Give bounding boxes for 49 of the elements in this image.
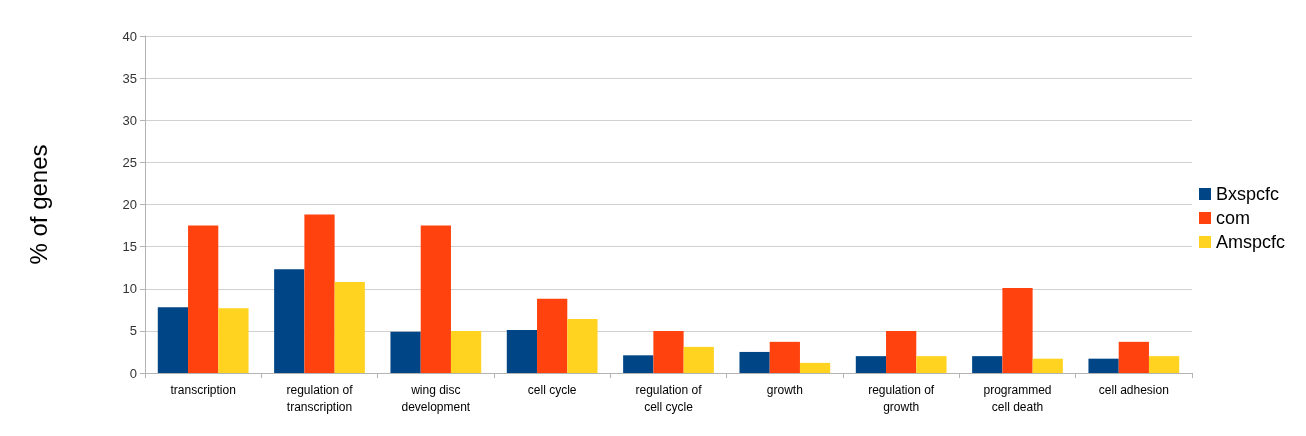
bar: [855, 356, 887, 373]
bar: [653, 330, 684, 373]
bar: [390, 331, 421, 373]
x-tick-label: regulation of cell cycle: [635, 382, 703, 414]
y-tick-label: 20: [122, 197, 137, 212]
bar: [739, 351, 770, 373]
y-tick-label: 30: [122, 112, 137, 128]
bar: [274, 269, 305, 373]
x-tick-label: wing disc development: [401, 382, 471, 414]
bar: [537, 298, 568, 373]
bar: [1118, 341, 1149, 373]
x-tick-label: cell cycle: [527, 382, 577, 397]
legend-label: Amspcfc: [1215, 232, 1285, 252]
y-tick-label: 5: [129, 323, 137, 339]
bar: [420, 225, 451, 373]
bar: [916, 356, 947, 373]
x-tick-label: growth: [766, 382, 803, 397]
y-axis-title: % of genes: [24, 144, 52, 265]
y-tick-label: 35: [122, 70, 137, 86]
bar: [972, 356, 1003, 373]
bar: [506, 330, 538, 373]
y-tick-label: 40: [122, 28, 137, 44]
bar: [683, 346, 714, 373]
bar: [157, 307, 189, 373]
bar: [1002, 287, 1033, 373]
y-tick-label: 25: [122, 154, 137, 170]
bar: [1148, 356, 1180, 373]
bar: [304, 214, 335, 373]
y-tick-label: 15: [122, 239, 137, 255]
x-tick-label: programmed cell death: [983, 382, 1052, 414]
bar: [218, 308, 249, 373]
x-tick-label: transcription: [170, 382, 236, 397]
legend-label: com: [1215, 208, 1250, 228]
bar: [799, 362, 831, 373]
bar: [1088, 358, 1119, 373]
bar: [567, 319, 598, 373]
bar: [450, 330, 482, 373]
y-tick-label: 0: [129, 365, 137, 381]
y-tick-label: 10: [122, 281, 137, 297]
x-tick-label: cell adhesion: [1098, 382, 1169, 397]
bar: [188, 225, 219, 373]
bar: [334, 282, 365, 373]
bar: [886, 330, 917, 373]
bar: [769, 341, 800, 373]
bar: [1032, 358, 1063, 373]
legend-label: Bxspcfc: [1215, 184, 1280, 204]
x-tick-label: regulation of transcription: [286, 382, 354, 414]
x-tick-label: regulation of growth: [868, 382, 935, 414]
bar: [623, 355, 654, 373]
